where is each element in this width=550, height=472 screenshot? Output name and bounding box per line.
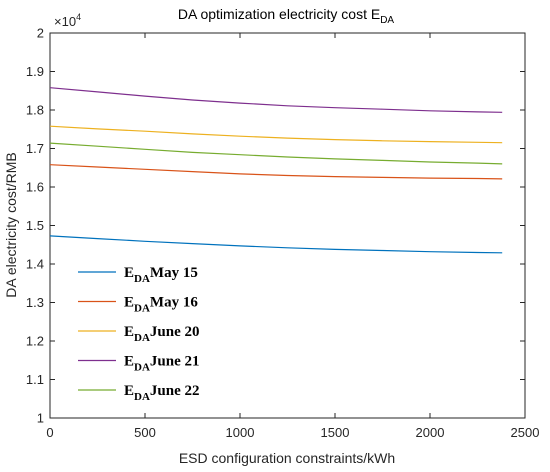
legend-subscript: DA [134, 303, 150, 315]
y-axis: 1 1.1 1.2 1.3 1.4 1.5 1.6 1.7 1.8 1.9 2 [26, 26, 525, 426]
legend-subscript: DA [134, 362, 150, 374]
legend-subscript: DA [134, 332, 150, 344]
legend-label: June 20 [150, 324, 200, 340]
y-exponent-power: 4 [76, 12, 81, 22]
legend-prefix: E [124, 295, 134, 311]
y-tick-label: 1.6 [26, 180, 44, 195]
legend-entry-2: EDAJune 20 [124, 324, 200, 344]
y-axis-label: DA electricity cost/RMB [3, 152, 19, 297]
legend-prefix: E [124, 383, 134, 399]
y-tick-label: 1 [37, 411, 44, 426]
series-line-2 [49, 125, 503, 144]
legend-entry-4: EDAJune 22 [124, 383, 200, 403]
x-tick-label: 2500 [511, 425, 540, 440]
legend-entry-1: EDAMay 16 [124, 295, 198, 315]
series-line-3 [49, 87, 503, 113]
legend-subscript: DA [134, 391, 150, 403]
y-tick-label: 1.8 [26, 103, 44, 118]
chart-title-subscript: DA [380, 15, 394, 26]
y-tick-label: 1.3 [26, 295, 44, 310]
y-tick-label: 1.4 [26, 257, 44, 272]
legend-prefix: E [124, 324, 134, 340]
legend-entry-3: EDAJune 21 [124, 354, 200, 374]
legend-label: May 16 [150, 295, 198, 311]
plot-area [49, 32, 526, 419]
legend-label: May 15 [150, 265, 198, 281]
y-tick-label: 2 [37, 26, 44, 41]
y-tick-label: 1.1 [26, 372, 44, 387]
series-line-4 [49, 142, 503, 165]
x-tick-label: 0 [46, 425, 53, 440]
legend-subscript: DA [134, 273, 150, 285]
legend-label: June 22 [150, 383, 200, 399]
chart-title: DA optimization electricity cost EDA [178, 6, 395, 26]
series-lines [49, 87, 503, 254]
legend-prefix: E [124, 354, 134, 370]
series-line-1 [49, 164, 503, 180]
x-tick-label: 1500 [321, 425, 350, 440]
x-tick-label: 1000 [226, 425, 255, 440]
legend-prefix: E [124, 265, 134, 281]
x-axis: 0 500 1000 1500 2000 2500 [46, 33, 539, 440]
y-tick-label: 1.9 [26, 64, 44, 79]
x-tick-label: 500 [134, 425, 156, 440]
legend-label: June 21 [150, 354, 200, 370]
series-line-0 [49, 235, 503, 254]
y-exponent-label: ×104 [54, 12, 81, 29]
x-axis-label: ESD configuration constraints/kWh [179, 450, 395, 466]
x-tick-label: 2000 [416, 425, 445, 440]
legend-entry-0: EDAMay 15 [124, 265, 198, 285]
y-tick-label: 1.7 [26, 141, 44, 156]
y-tick-label: 1.2 [26, 334, 44, 349]
y-tick-label: 1.5 [26, 218, 44, 233]
